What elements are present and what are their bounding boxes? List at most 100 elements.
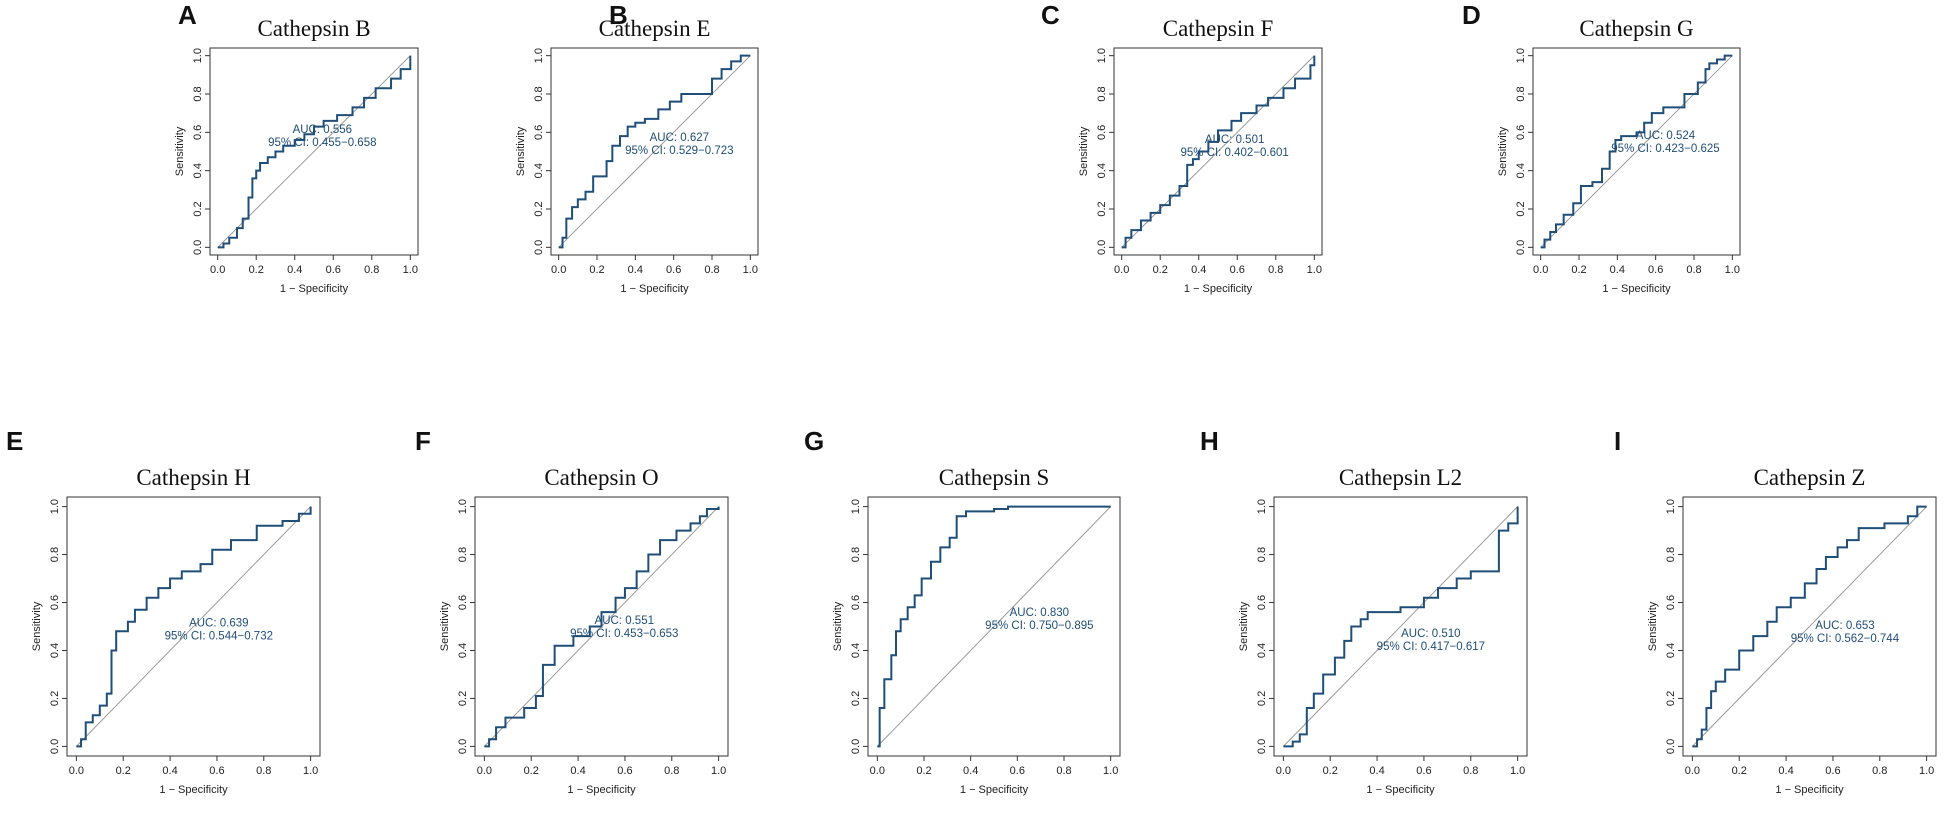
x-tick-label: 1.0 [403, 264, 418, 276]
chart-title: Cathepsin S [939, 465, 1050, 490]
x-tick-label: 0.2 [916, 765, 931, 777]
y-axis-label: Sensitivity [439, 601, 451, 651]
roc-curve [558, 54, 751, 249]
x-tick-label: 0.8 [364, 264, 379, 276]
y-tick-label: 1.0 [1096, 48, 1108, 63]
auc-label: AUC: 0.510 [1401, 628, 1460, 640]
x-tick-label: 1.0 [1103, 765, 1118, 777]
x-axis-label: 1 − Specificity [1366, 784, 1435, 796]
y-axis-label: Sensitivity [832, 601, 844, 651]
panel-letter: H [1200, 426, 1219, 456]
ci-label: 95% CI: 0.455−0.658 [268, 137, 376, 149]
y-tick-label: 0.2 [1256, 691, 1268, 706]
panel-letter: D [1462, 0, 1481, 30]
roc-panel-e: E Cathepsin H 0.0 0.2 0.4 0.6 0.8 1.0 0.0 0.2 0.4 0… [6, 426, 321, 796]
y-tick-label: 0.4 [533, 163, 545, 178]
x-tick-label: 0.2 [249, 264, 264, 276]
plot-frame [1532, 47, 1741, 256]
plot-frame [1682, 496, 1937, 757]
x-tick-label: 0.2 [1323, 765, 1338, 777]
plot-frame [867, 496, 1121, 757]
x-tick-label: 0.4 [1369, 765, 1384, 777]
chart-title: Cathepsin E [599, 16, 711, 41]
diagonal-reference-line [1283, 506, 1518, 747]
x-axis-label: 1 − Specificity [159, 784, 228, 796]
y-tick-label: 0.4 [192, 163, 204, 178]
y-tick-label: 0.0 [1665, 739, 1677, 754]
auc-label: AUC: 0.639 [189, 618, 248, 630]
y-tick-label: 0.4 [1256, 643, 1268, 658]
auc-label: AUC: 0.556 [293, 124, 352, 136]
y-tick-label: 0.8 [192, 86, 204, 101]
x-tick-label: 0.8 [1056, 765, 1071, 777]
x-tick-label: 1.0 [1307, 264, 1322, 276]
diagonal-reference-line [558, 55, 751, 248]
x-tick-label: 0.4 [1191, 264, 1206, 276]
x-tick-label: 0.8 [664, 765, 679, 777]
y-tick-label: 1.0 [457, 499, 469, 514]
y-tick-label: 0.0 [1096, 240, 1108, 255]
y-tick-label: 0.2 [457, 691, 469, 706]
roc-panel-d: D Cathepsin G 0.0 0.2 0.4 0.6 0.8 1.0 0.0 0.2 0.4 0… [1462, 0, 1741, 295]
roc-curve [217, 55, 412, 249]
y-tick-label: 0.0 [1515, 240, 1527, 255]
diagonal-reference-line [1121, 55, 1315, 248]
y-tick-label: 0.6 [850, 595, 862, 610]
x-tick-label: 0.2 [1153, 264, 1168, 276]
x-tick-label: 1.0 [1510, 765, 1525, 777]
x-tick-label: 0.0 [69, 765, 84, 777]
plot-frame [209, 47, 419, 256]
x-tick-label: 0.0 [210, 264, 225, 276]
y-tick-label: 0.6 [49, 595, 61, 610]
ci-label: 95% CI: 0.750−0.895 [985, 620, 1093, 632]
chart-title: Cathepsin F [1163, 16, 1274, 41]
x-tick-label: 0.2 [1571, 264, 1586, 276]
x-tick-label: 0.2 [524, 765, 539, 777]
x-tick-label: 0.6 [326, 264, 341, 276]
y-axis-label: Sensitivity [1497, 126, 1509, 176]
panel-letter: G [804, 426, 824, 456]
chart-title: Cathepsin B [257, 16, 370, 41]
roc-curve [1540, 54, 1733, 249]
diagonal-reference-line [76, 506, 311, 747]
ci-label: 95% CI: 0.402−0.601 [1180, 147, 1288, 159]
x-tick-label: 0.6 [1230, 264, 1245, 276]
x-tick-label: 0.4 [1610, 264, 1625, 276]
diagonal-reference-line [1692, 506, 1927, 747]
y-tick-label: 0.8 [1515, 86, 1527, 101]
x-tick-label: 1.0 [1725, 264, 1740, 276]
x-tick-label: 0.6 [617, 765, 632, 777]
x-tick-label: 1.0 [711, 765, 726, 777]
roc-panel-a: A Cathepsin B 0.0 0.2 0.4 0.6 0.8 1.0 0.0 0.2 0.4 0… [174, 0, 419, 295]
y-tick-label: 0.2 [533, 201, 545, 216]
y-tick-label: 0.0 [192, 240, 204, 255]
chart-title: Cathepsin Z [1754, 465, 1866, 490]
x-tick-label: 0.6 [1825, 765, 1840, 777]
y-tick-label: 0.4 [49, 643, 61, 658]
panel-letter: E [6, 426, 23, 456]
x-tick-label: 0.8 [1463, 765, 1478, 777]
x-tick-label: 0.4 [1778, 765, 1793, 777]
auc-label: AUC: 0.830 [1010, 607, 1069, 619]
y-tick-label: 0.4 [457, 643, 469, 658]
x-tick-label: 0.0 [1533, 264, 1548, 276]
y-tick-label: 0.0 [457, 739, 469, 754]
auc-label: AUC: 0.551 [595, 615, 654, 627]
x-tick-label: 0.6 [209, 765, 224, 777]
chart-title: Cathepsin H [136, 465, 250, 490]
y-tick-label: 0.8 [1096, 86, 1108, 101]
x-tick-label: 0.0 [1685, 765, 1700, 777]
y-tick-label: 0.6 [1515, 125, 1527, 140]
x-tick-label: 0.0 [870, 765, 885, 777]
x-tick-label: 0.0 [1276, 765, 1291, 777]
x-tick-label: 0.2 [1732, 765, 1747, 777]
x-tick-label: 0.8 [1872, 765, 1887, 777]
y-axis-label: Sensitivity [1078, 126, 1090, 176]
plot-frame [66, 496, 321, 757]
y-tick-label: 0.2 [1515, 201, 1527, 216]
y-tick-label: 0.8 [1665, 547, 1677, 562]
plot-frame [1113, 47, 1323, 256]
y-tick-label: 0.2 [192, 201, 204, 216]
plot-frame [1273, 496, 1528, 757]
